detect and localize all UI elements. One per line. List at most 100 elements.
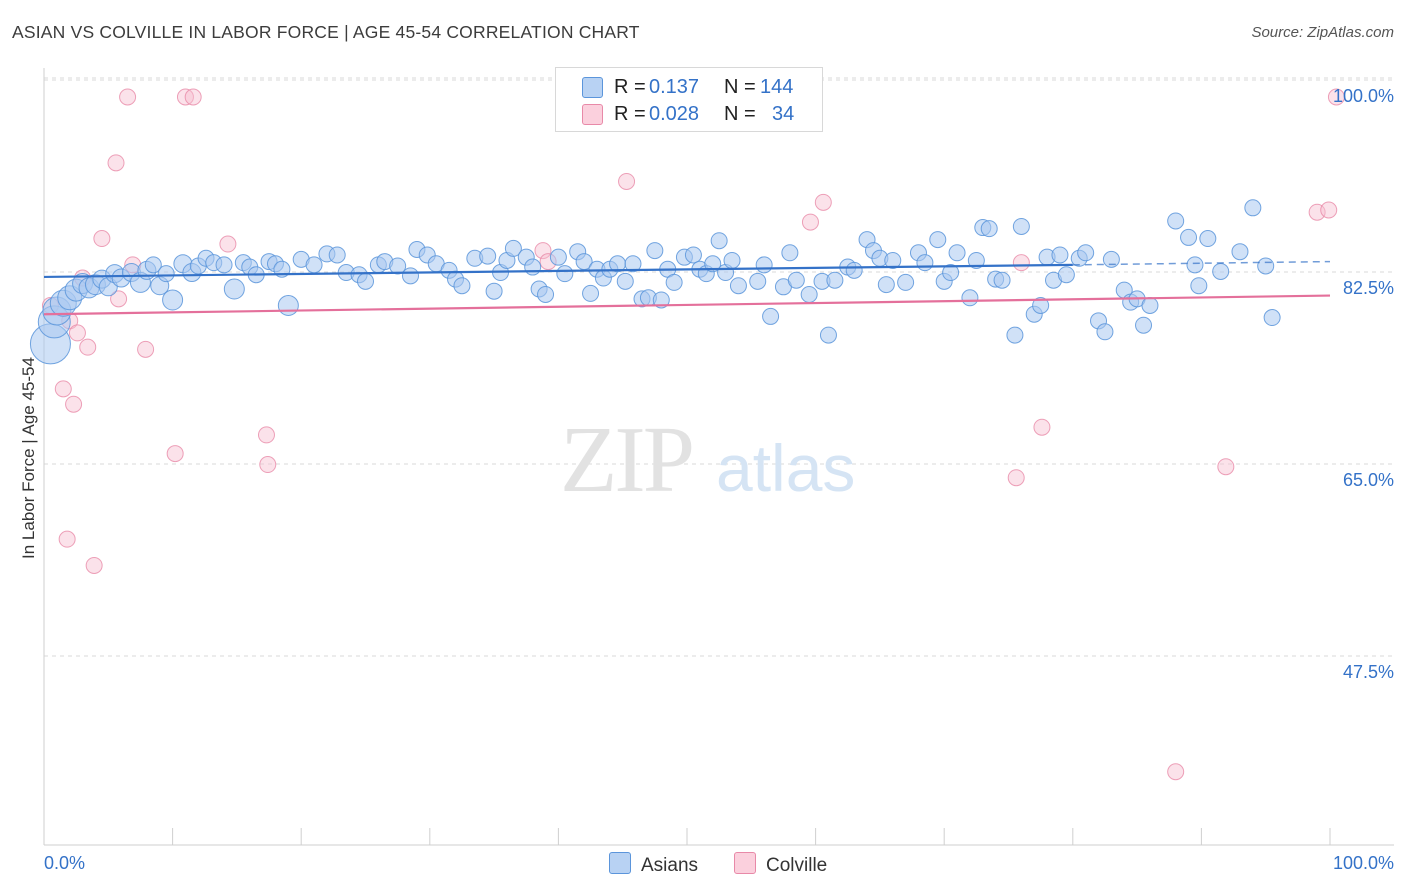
bottom-legend-colville: Colville [734,852,827,877]
asian-point-79 [684,246,702,264]
colville-point-30 [1167,763,1185,781]
asian-point-58 [524,258,542,276]
colville-point-14 [137,340,155,358]
asian-point-128 [1096,323,1114,341]
asian-point-124 [1057,266,1075,284]
asian-point-25 [215,256,233,274]
chart-source: Source: ZipAtlas.com [1251,24,1394,41]
asian-point-144 [1263,309,1281,327]
colville-point-18 [219,235,237,253]
asian-point-40 [357,272,374,290]
asian-point-50 [453,277,471,295]
legend-asians-n: 144 [760,76,794,98]
colville-point-1 [54,380,72,398]
chart-title: ASIAN VS COLVILLE IN LABOR FORCE | AGE 4… [12,22,640,42]
asian-point-26 [223,278,245,300]
asian-point-35 [305,256,323,274]
bottom-asians-swatch [609,852,631,874]
asian-point-138 [1190,277,1208,295]
legend-n-label: N = [724,103,756,125]
y-tick-label-0: 100.0% [1332,86,1394,106]
asian-point-106 [916,254,934,272]
asian-point-114 [980,220,998,238]
asian-point-116 [993,271,1011,289]
legend-r-label: R = [614,103,646,125]
colville-point-9 [93,230,111,248]
colville-point-10 [107,154,125,172]
asian-point-19 [162,289,184,311]
colville-point-15 [166,445,184,463]
asian-point-87 [749,272,767,290]
asian-point-112 [967,251,985,269]
asian-point-139 [1199,230,1217,248]
colville-point-12 [119,88,137,106]
asian-point-53 [485,282,503,300]
asian-point-74 [646,242,664,260]
asian-point-98 [845,261,863,279]
colville-point-7 [79,338,97,356]
asian-point-129 [1102,250,1120,268]
asian-point-82 [704,255,722,273]
asian-point-96 [826,271,844,289]
bottom-legend-colville-label: Colville [766,855,828,876]
axis-layer [43,68,1394,846]
colville-points [41,88,1345,781]
asian-point-137 [1186,256,1204,274]
legend-colville-r: 0.028 [649,103,700,125]
colville-point-23 [618,172,636,190]
asian-point-109 [942,264,960,282]
colville-point-4 [65,395,83,413]
trend-layer [43,260,1331,316]
asian-point-126 [1077,244,1095,262]
watermark: ZIP atlas [560,408,855,512]
asian-point-111 [961,289,979,307]
asian-point-91 [781,244,799,262]
colville-trend-line [43,294,1331,316]
bottom-legend-asians: Asians [609,852,698,877]
asian-point-142 [1244,199,1262,217]
asian-point-143 [1257,257,1275,275]
asian-point-136 [1180,228,1198,246]
bottom-legend-asians-label: Asians [641,855,699,876]
legend-n-label: N = [724,76,756,98]
asian-point-95 [819,326,837,344]
asian-point-83 [710,232,728,250]
asian-point-102 [877,276,895,294]
asian-point-75 [652,291,670,309]
asian-point-71 [624,255,642,273]
colville-point-26 [814,193,832,211]
asian-point-44 [402,267,420,285]
grid-layer [44,77,1394,657]
colville-point-19 [257,426,275,444]
asian-point-88 [755,256,773,274]
asian-point-56 [504,239,522,257]
y-tick-label-2: 65.0% [1342,470,1394,490]
asians-trend-extension [1072,260,1331,266]
asian-point-37 [328,246,346,264]
asian-point-92 [787,271,805,289]
legend-row-colville: R = 0.028 N = 34 [556,102,822,128]
colville-point-28 [1007,469,1025,487]
colville-point-20 [259,456,277,474]
asian-point-77 [665,273,683,291]
colville-point-17 [184,88,202,106]
asian-point-134 [1141,296,1159,314]
asian-point-140 [1212,262,1230,280]
asian-point-123 [1051,246,1069,264]
asian-point-117 [1006,326,1024,344]
asian-point-135 [1167,212,1185,230]
legend-asians-r: 0.137 [649,76,700,98]
asian-point-60 [537,285,555,303]
asian-point-65 [582,284,600,302]
asian-point-104 [897,273,915,291]
colville-point-2 [58,530,76,548]
watermark-zip: ZIP [560,408,692,512]
legend-r-label: R = [614,76,646,98]
asian-point-133 [1135,316,1153,334]
asian-point-70 [616,272,634,290]
asian-point-61 [549,248,567,266]
asian-point-86 [729,277,747,295]
asian-point-18 [157,265,175,283]
asian-point-93 [800,285,818,303]
